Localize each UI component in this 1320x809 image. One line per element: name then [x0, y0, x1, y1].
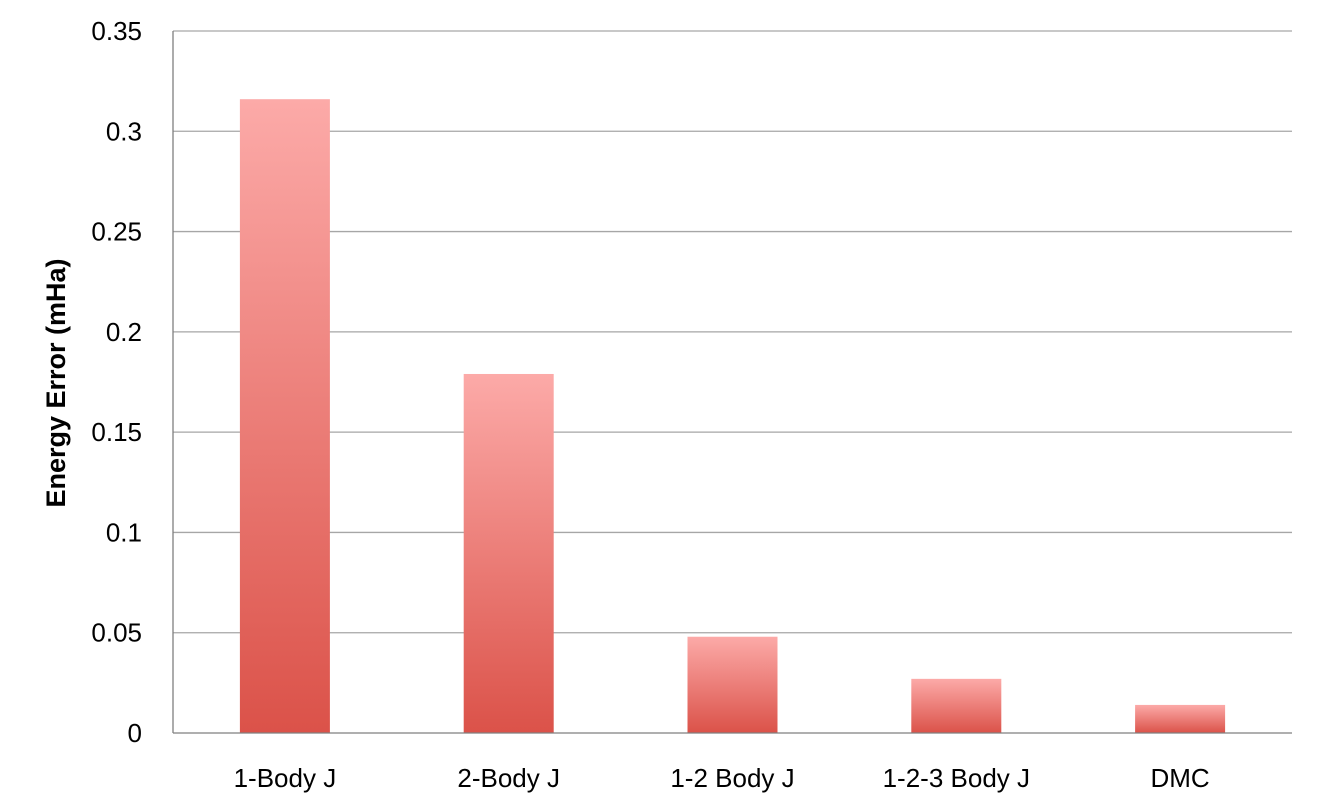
- bars: [239, 99, 1226, 734]
- y-tick-label: 0.05: [91, 618, 142, 648]
- y-tick-label: 0.35: [91, 16, 142, 46]
- y-tick-label: 0: [128, 718, 142, 748]
- x-axis-tick-labels: 1-Body J 2-Body J 1-2 Body J 1-2-3 Body J DM…: [234, 763, 1210, 793]
- x-tick-label: DMC: [1150, 763, 1209, 793]
- y-axis-tick-labels: 0 0.05 0.1 0.15 0.2 0.25 0.3 0.35: [91, 16, 142, 748]
- x-tick-label: 1-Body J: [234, 763, 337, 793]
- x-tick-label: 1-2-3 Body J: [883, 763, 1030, 793]
- y-tick-label: 0.15: [91, 417, 142, 447]
- x-tick-label: 1-2 Body J: [670, 763, 794, 793]
- y-tick-label: 0.3: [106, 116, 142, 146]
- bar: [463, 373, 554, 733]
- y-tick-label: 0.2: [106, 317, 142, 347]
- bar: [687, 636, 778, 733]
- y-tick-label: 0.25: [91, 217, 142, 247]
- gridlines: [173, 30, 1292, 634]
- x-tick-label: 2-Body J: [457, 763, 560, 793]
- bar: [911, 678, 1002, 733]
- bar: [239, 99, 330, 734]
- bar: [1135, 704, 1226, 733]
- y-axis-title: Energy Error (mHa): [41, 258, 71, 507]
- y-tick-label: 0.1: [106, 517, 142, 547]
